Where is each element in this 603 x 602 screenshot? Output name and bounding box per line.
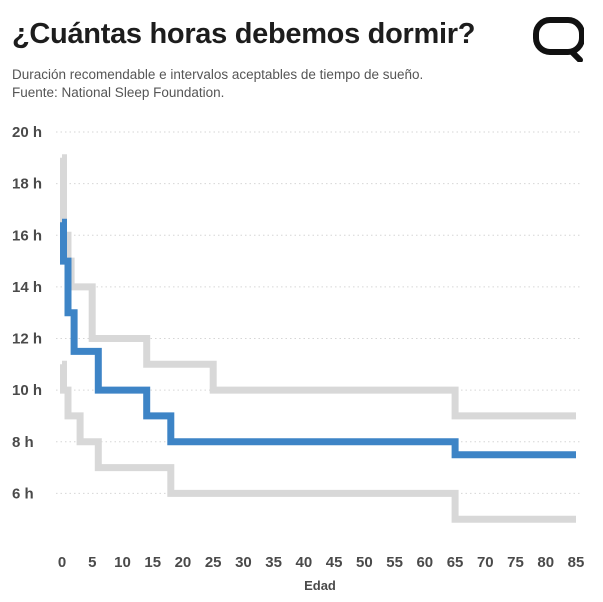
x-axis: 0 5 10 15 20 25 30 35 40 45 50 55 60 65 70 75 80 85 (58, 554, 585, 571)
y-tick-label: 8 h (12, 434, 34, 451)
subtitle-source: Fuente: National Sleep Foundation. (12, 85, 225, 100)
y-tick-label: 12 h (12, 331, 42, 348)
series-line-upper-acceptable (60, 154, 576, 420)
x-tick-label: 55 (386, 554, 403, 571)
x-tick-label: 35 (265, 554, 282, 571)
chart-title: ¿Cuántas horas debemos dormir? (12, 18, 476, 50)
x-tick-label: 60 (416, 554, 433, 571)
speech-bubble-logo-icon (533, 17, 584, 62)
chart-subtitle: Duración recomendable e intervalos acept… (12, 66, 423, 102)
x-tick-label: 40 (296, 554, 313, 571)
x-tick-label: 50 (356, 554, 373, 571)
series-line-recommended (60, 218, 576, 459)
x-tick-label: 85 (568, 554, 585, 571)
x-tick-label: 20 (175, 554, 192, 571)
x-tick-label: 75 (507, 554, 524, 571)
series-lines (60, 154, 576, 523)
x-tick-label: 45 (326, 554, 343, 571)
x-tick-label: 10 (114, 554, 131, 571)
x-tick-label: 70 (477, 554, 494, 571)
x-tick-label: 65 (447, 554, 464, 571)
x-tick-label: 15 (144, 554, 161, 571)
series-line-lower-acceptable (60, 360, 576, 523)
y-tick-label: 20 h (12, 124, 42, 141)
x-tick-label: 5 (88, 554, 96, 571)
x-tick-label: 0 (58, 554, 66, 571)
y-axis: 6 h 8 h 10 h 12 h 14 h 16 h 18 h 20 h (12, 124, 42, 502)
x-tick-label: 30 (235, 554, 252, 571)
x-axis-label: Edad (304, 578, 336, 593)
y-tick-label: 16 h (12, 227, 42, 244)
subtitle-description: Duración recomendable e intervalos acept… (12, 67, 424, 82)
y-tick-label: 10 h (12, 382, 42, 399)
y-tick-label: 18 h (12, 176, 42, 193)
x-tick-label: 25 (205, 554, 222, 571)
x-tick-label: 80 (537, 554, 554, 571)
y-tick-label: 6 h (12, 485, 34, 502)
y-tick-label: 14 h (12, 279, 42, 296)
